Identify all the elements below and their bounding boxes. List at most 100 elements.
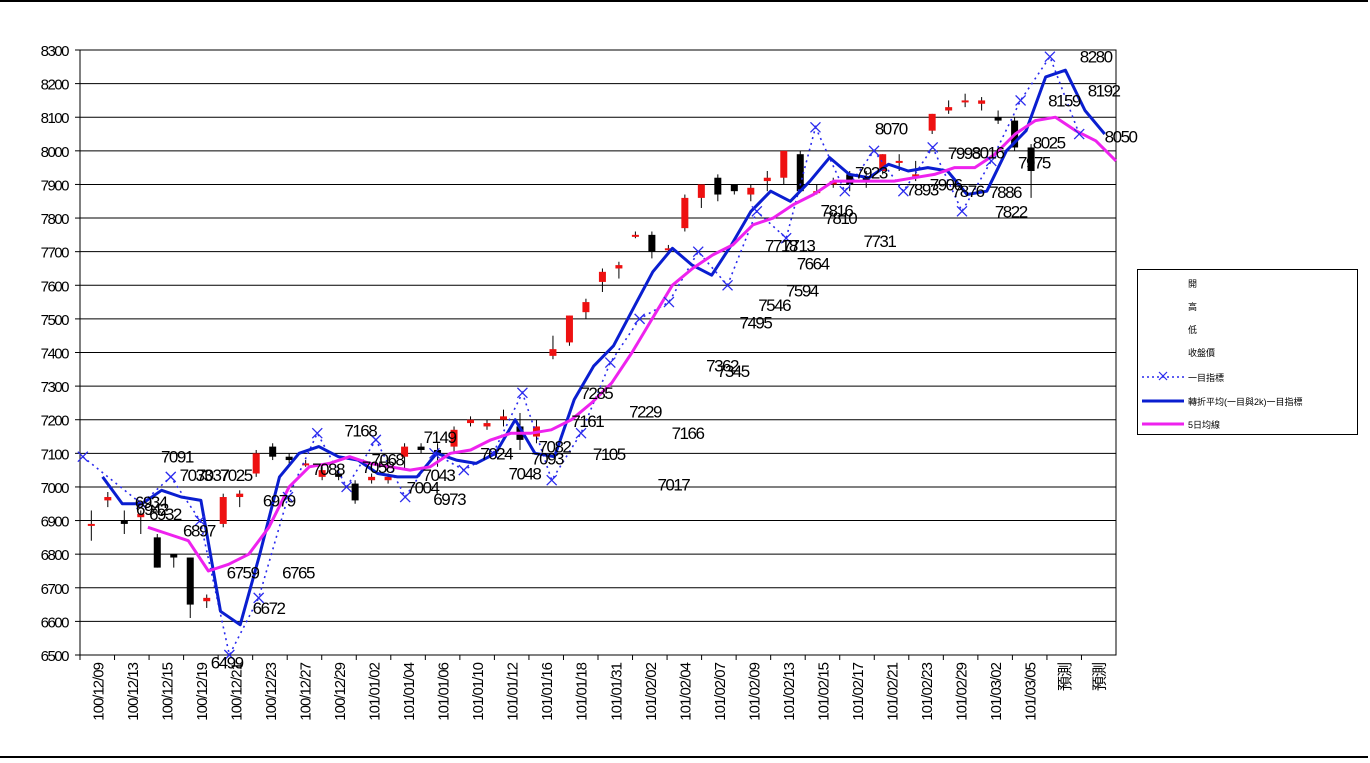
x-tick-label: 101/03/02 xyxy=(988,662,1005,720)
data-label: 6765 xyxy=(282,564,315,583)
candle-body xyxy=(186,557,194,605)
x-tick-label: 100/12/27 xyxy=(297,662,314,720)
data-label: 7025 xyxy=(220,466,253,485)
candle-body xyxy=(681,197,689,229)
candle-body xyxy=(170,554,178,558)
data-label: 6979 xyxy=(263,491,296,510)
oneeye-marker xyxy=(311,427,323,439)
x-tick-label: 100/12/13 xyxy=(125,662,142,720)
candle-body xyxy=(730,184,738,192)
candle-body xyxy=(153,537,161,568)
candle-body xyxy=(945,107,953,111)
oneeye-marker xyxy=(1044,51,1056,63)
x-tick-label: 預測 xyxy=(1092,663,1109,691)
marker-stroke xyxy=(399,491,411,503)
x-tick-label: 101/01/18 xyxy=(574,662,591,720)
data-label: 7893 xyxy=(906,180,939,199)
candle-body xyxy=(1027,147,1035,171)
marker-stroke xyxy=(839,185,851,197)
oneeye-marker xyxy=(1073,128,1085,140)
candle-body xyxy=(285,456,293,461)
oneeye-marker xyxy=(809,121,821,133)
x-tick-label: 101/01/06 xyxy=(436,662,453,720)
y-tick-label: 6600 xyxy=(41,614,70,631)
oneeye-marker xyxy=(194,515,206,527)
data-label: 7718 xyxy=(765,237,798,256)
candle-body xyxy=(483,423,491,427)
candle-body xyxy=(978,100,986,104)
legend: 開 高 低 收盤價 一目指標 轉折平均(一目與2k)一目指標 xyxy=(1137,269,1358,435)
x-tick-label: 101/01/04 xyxy=(401,662,418,720)
data-label: 7082 xyxy=(539,438,572,457)
x-tick-label: 101/02/21 xyxy=(885,662,902,720)
data-label: 7017 xyxy=(657,475,690,494)
oneeye-marker xyxy=(927,142,939,153)
candle-body xyxy=(879,154,887,171)
y-axis: 6500 6600 6700 6800 6900 7000 7100 7200 7300 7400… xyxy=(41,43,80,665)
candle-body xyxy=(203,597,211,602)
data-label: 8070 xyxy=(875,120,908,139)
oneeye-marker xyxy=(634,313,646,325)
oneeye-marker xyxy=(429,447,440,459)
y-tick-label: 6500 xyxy=(41,648,70,665)
y-tick-label: 7100 xyxy=(41,446,70,463)
legend-item-oneeye: 一目指標 xyxy=(1138,366,1357,388)
marker-stroke xyxy=(985,155,997,167)
data-label: 7876 xyxy=(952,182,985,201)
marker-stroke xyxy=(341,481,353,493)
candle-body xyxy=(862,177,870,182)
candle-body xyxy=(368,476,376,481)
x-tick-label: 101/02/17 xyxy=(850,662,867,720)
data-label: 7664 xyxy=(797,254,830,273)
data-label: 7594 xyxy=(786,281,819,300)
x-tick-label: 101/01/16 xyxy=(539,662,556,720)
data-label: 7923 xyxy=(855,164,888,183)
oneeye-marker xyxy=(370,434,382,446)
y-tick-label: 7400 xyxy=(41,346,70,363)
marker-stroke xyxy=(751,205,763,217)
candle-body xyxy=(467,419,475,424)
gridlines xyxy=(79,49,1117,656)
data-label: 6672 xyxy=(253,599,286,618)
legend-item-close: 收盤價 xyxy=(1138,341,1357,363)
x-tick-label: 100/12/19 xyxy=(194,662,211,720)
candle-body xyxy=(499,416,507,420)
data-label: 7088 xyxy=(312,460,345,479)
y-tick-label: 8000 xyxy=(41,144,70,161)
data-label: 7004 xyxy=(407,479,440,498)
data-label: 7105 xyxy=(593,445,626,464)
candle-body xyxy=(895,160,903,163)
data-label: 6897 xyxy=(183,522,216,541)
data-label: 7093 xyxy=(531,449,564,468)
data-label: 7906 xyxy=(930,175,963,194)
candle-body xyxy=(434,449,442,454)
data-label: 7037 xyxy=(197,466,230,485)
oneeye-marker xyxy=(897,185,909,197)
marker-stroke xyxy=(165,471,177,483)
candle-body xyxy=(714,177,722,195)
turning-line xyxy=(101,68,1106,627)
x-tick-label: 100/12/15 xyxy=(159,662,176,720)
legend-item-high: 高 xyxy=(1138,295,1357,317)
data-label: 8025 xyxy=(1033,133,1066,152)
x-tick-label: 101/02/13 xyxy=(781,662,798,720)
candle-body xyxy=(697,184,705,198)
marker-stroke xyxy=(1044,51,1056,63)
marker-stroke xyxy=(516,387,528,399)
candle-body xyxy=(846,174,854,185)
candle-body xyxy=(450,429,458,447)
candle-body xyxy=(582,302,590,313)
marker-stroke xyxy=(1015,94,1027,106)
marker-stroke xyxy=(575,427,587,439)
y-tick-label: 7200 xyxy=(41,413,70,430)
candle-body xyxy=(631,234,639,237)
oneeye-marker xyxy=(487,447,499,459)
oneeye-marker xyxy=(868,145,880,157)
data-label: 7975 xyxy=(1018,154,1051,173)
legend-label: 高 xyxy=(1188,302,1198,312)
marker-stroke xyxy=(253,592,265,604)
data-label: 7058 xyxy=(362,458,395,477)
